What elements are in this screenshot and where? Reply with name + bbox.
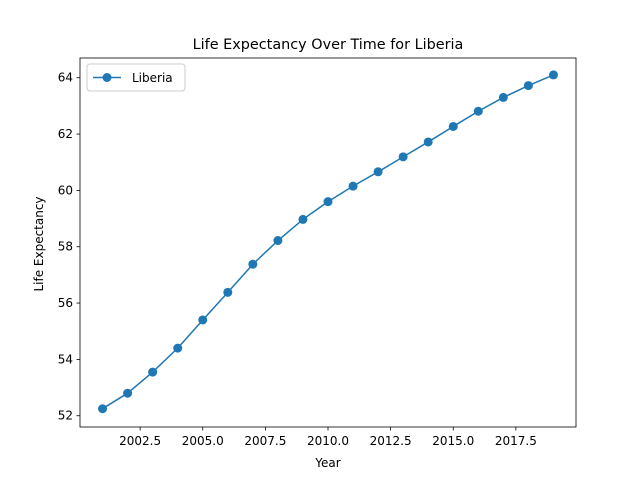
x-tick-label: 2017.5 bbox=[495, 434, 537, 448]
data-point bbox=[473, 106, 483, 116]
data-point bbox=[273, 236, 283, 246]
data-point bbox=[373, 167, 383, 177]
y-tick-label: 52 bbox=[58, 409, 73, 423]
chart-title: Life Expectancy Over Time for Liberia bbox=[193, 37, 464, 53]
data-point bbox=[148, 367, 158, 377]
x-tick-label: 2015.0 bbox=[432, 434, 474, 448]
y-tick-label: 56 bbox=[58, 296, 73, 310]
data-point bbox=[448, 121, 458, 131]
x-axis-title: Year bbox=[314, 456, 340, 470]
data-point bbox=[398, 152, 408, 162]
x-tick-label: 2002.5 bbox=[119, 434, 161, 448]
x-tick-label: 2007.5 bbox=[244, 434, 286, 448]
legend: Liberia bbox=[86, 63, 186, 92]
x-tick-label: 2005.0 bbox=[182, 434, 224, 448]
axes-frame bbox=[79, 57, 577, 428]
data-point bbox=[173, 343, 183, 353]
data-point bbox=[248, 259, 258, 269]
y-tick-label: 64 bbox=[58, 71, 73, 85]
data-point bbox=[348, 181, 358, 191]
y-tick-label: 60 bbox=[58, 183, 73, 197]
legend-frame bbox=[86, 63, 186, 92]
y-tick-label: 62 bbox=[58, 127, 73, 141]
data-point bbox=[98, 404, 108, 414]
data-point bbox=[223, 287, 233, 297]
legend-label-liberia: Liberia bbox=[132, 71, 173, 85]
data-point bbox=[123, 388, 133, 398]
plot-area: 2002.5 2005.0 2007.5 2010.0 2012.5 2015.0 2017… bbox=[58, 57, 577, 448]
data-point bbox=[423, 137, 433, 147]
data-point bbox=[298, 214, 308, 224]
legend-marker-sample bbox=[102, 73, 112, 82]
y-axis-title: Life Expectancy bbox=[32, 196, 46, 291]
data-point bbox=[523, 81, 533, 91]
x-tick-label: 2010.0 bbox=[307, 434, 349, 448]
data-point bbox=[323, 197, 333, 207]
y-tick-label: 58 bbox=[58, 240, 73, 254]
x-tick-label: 2012.5 bbox=[370, 434, 412, 448]
data-point bbox=[198, 315, 208, 325]
y-tick-label: 54 bbox=[58, 352, 73, 366]
data-point bbox=[548, 70, 558, 80]
data-point bbox=[498, 92, 508, 102]
